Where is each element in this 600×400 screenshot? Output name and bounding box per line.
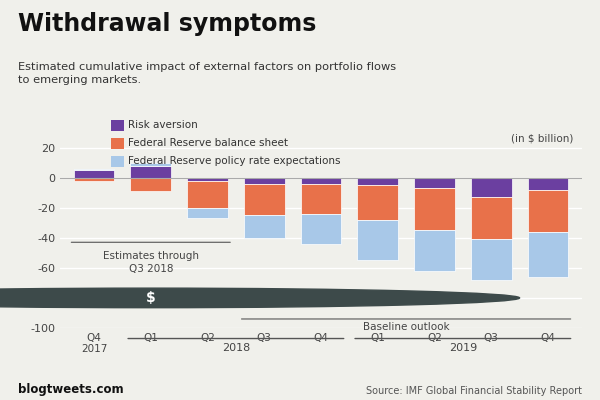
Text: Baseline outlook: Baseline outlook [363,322,449,332]
Text: Federal Reserve balance sheet: Federal Reserve balance sheet [128,138,288,148]
Text: 2018: 2018 [222,343,250,353]
Text: Estimates through
Q3 2018: Estimates through Q3 2018 [103,251,199,274]
Bar [471,239,512,280]
Bar [187,178,228,181]
Bar [527,232,568,277]
Bar [471,197,512,239]
Bar [74,178,115,181]
Text: (in $ billion): (in $ billion) [511,133,574,143]
Text: 2019: 2019 [449,343,477,353]
Bar [358,220,398,260]
Bar [244,178,284,184]
Text: $: $ [146,291,155,305]
Bar [301,178,341,184]
Bar [471,178,512,197]
Bar [301,214,341,244]
Text: Federal Reserve policy rate expectations: Federal Reserve policy rate expectations [128,156,340,166]
Bar [527,190,568,232]
Bar [74,170,115,178]
Bar [414,188,455,230]
Text: Risk aversion: Risk aversion [128,120,197,130]
Text: Estimated cumulative impact of external factors on portfolio flows
to emerging m: Estimated cumulative impact of external … [18,62,396,85]
Text: blogtweets.com: blogtweets.com [18,383,124,396]
Bar [74,168,115,170]
Bar [244,184,284,215]
Bar [244,215,284,238]
Bar [414,178,455,188]
Bar [187,181,228,208]
Bar [187,208,228,218]
Bar [527,178,568,190]
Circle shape [0,288,520,308]
Bar [130,166,171,178]
Bar [414,230,455,271]
Text: Withdrawal symptoms: Withdrawal symptoms [18,12,316,36]
Bar [130,162,171,166]
Text: Source: IMF Global Financial Stability Report: Source: IMF Global Financial Stability R… [366,386,582,396]
Bar [130,178,171,191]
Bar [358,185,398,220]
Bar [301,184,341,214]
Bar [358,178,398,185]
